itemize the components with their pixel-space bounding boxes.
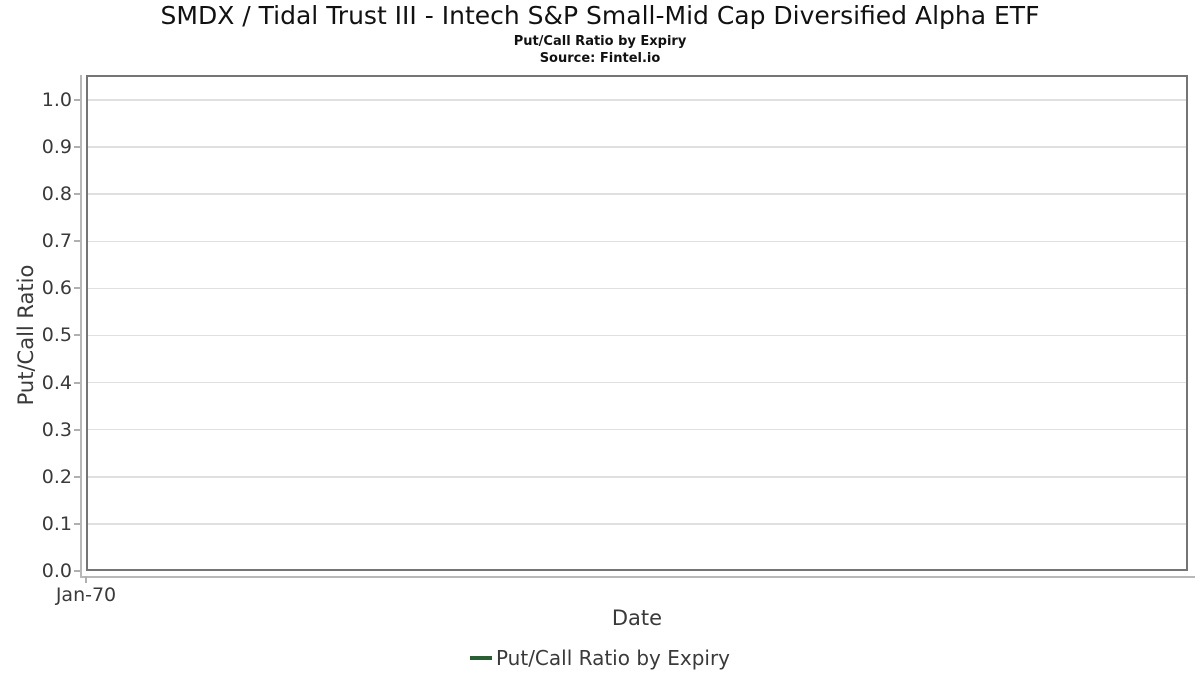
y-tick-label: 0.0 xyxy=(41,560,72,582)
gridline xyxy=(88,428,1186,431)
x-tick-mark xyxy=(85,576,87,583)
y-tick-label: 0.9 xyxy=(41,136,72,159)
gridline xyxy=(88,381,1186,384)
y-tick-mark xyxy=(74,240,80,243)
x-axis-spine xyxy=(80,576,1195,578)
y-tick-mark xyxy=(74,381,80,384)
gridline xyxy=(88,334,1186,337)
gridline xyxy=(88,146,1186,148)
x-tick-label: Jan-70 xyxy=(55,584,117,606)
gridline xyxy=(88,476,1186,478)
gridline xyxy=(88,99,1186,101)
y-tick-label: 0.6 xyxy=(41,277,72,300)
y-tick-mark xyxy=(74,287,80,290)
y-tick-mark xyxy=(74,334,80,337)
y-axis-spine xyxy=(80,75,82,577)
y-tick-mark xyxy=(74,428,80,431)
y-tick-mark xyxy=(74,98,80,101)
y-tick-label: 0.2 xyxy=(41,465,72,488)
gridline xyxy=(88,193,1186,195)
gridline xyxy=(88,523,1186,525)
x-axis-title: Date xyxy=(611,606,663,630)
y-tick-label: 0.1 xyxy=(41,512,72,535)
y-tick-mark xyxy=(74,146,80,149)
plot-area xyxy=(86,75,1188,571)
y-tick-label: 0.5 xyxy=(41,324,72,347)
y-tick-mark xyxy=(74,475,80,478)
y-tick-label: 0.3 xyxy=(41,418,72,441)
y-tick-label: 0.4 xyxy=(41,371,72,394)
chart-source: Source: Fintel.io xyxy=(539,51,661,66)
y-tick-label: 1.0 xyxy=(41,88,72,111)
legend-line-icon xyxy=(469,656,492,660)
y-tick-mark xyxy=(74,570,80,572)
gridline xyxy=(88,240,1186,243)
y-tick-mark xyxy=(74,193,80,196)
y-tick-label: 0.8 xyxy=(41,183,72,206)
gridline xyxy=(88,287,1186,290)
y-tick-label: 0.7 xyxy=(41,230,72,253)
y-tick-mark xyxy=(74,522,80,525)
chart-title: SMDX / Tidal Trust III - Intech S&P Smal… xyxy=(160,1,1040,30)
legend: Put/Call Ratio by Expiry xyxy=(0,645,1200,671)
legend-series-label: Put/Call Ratio by Expiry xyxy=(495,646,731,670)
chart-subtitle: Put/Call Ratio by Expiry xyxy=(513,34,687,49)
